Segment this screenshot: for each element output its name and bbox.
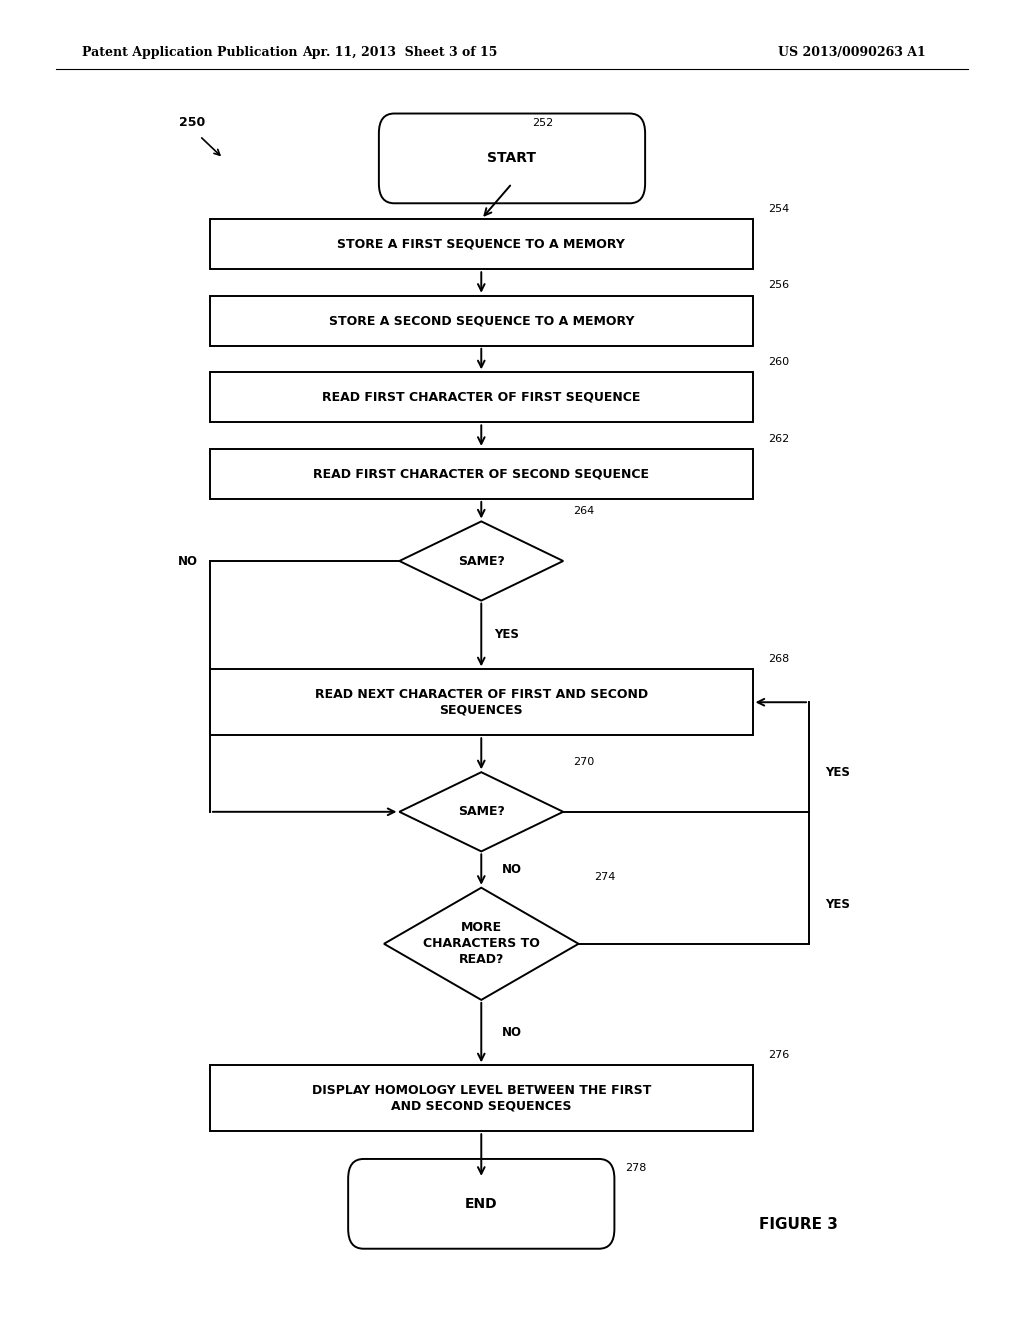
Polygon shape <box>399 772 563 851</box>
Text: NO: NO <box>502 863 522 876</box>
Text: READ FIRST CHARACTER OF FIRST SEQUENCE: READ FIRST CHARACTER OF FIRST SEQUENCE <box>323 391 640 404</box>
FancyBboxPatch shape <box>348 1159 614 1249</box>
Text: NO: NO <box>177 554 198 568</box>
Text: MORE
CHARACTERS TO
READ?: MORE CHARACTERS TO READ? <box>423 921 540 966</box>
Text: 260: 260 <box>768 356 790 367</box>
Text: NO: NO <box>502 1026 522 1039</box>
Text: Apr. 11, 2013  Sheet 3 of 15: Apr. 11, 2013 Sheet 3 of 15 <box>302 46 497 59</box>
Text: 268: 268 <box>768 653 790 664</box>
Text: FIGURE 3: FIGURE 3 <box>759 1217 839 1233</box>
Polygon shape <box>399 521 563 601</box>
Text: 264: 264 <box>573 506 595 516</box>
Text: YES: YES <box>825 898 850 911</box>
Text: 274: 274 <box>594 873 615 883</box>
Text: STORE A SECOND SEQUENCE TO A MEMORY: STORE A SECOND SEQUENCE TO A MEMORY <box>329 314 634 327</box>
Bar <box>210 372 753 422</box>
Text: 278: 278 <box>625 1163 646 1173</box>
Polygon shape <box>384 888 579 1001</box>
Text: YES: YES <box>825 766 850 779</box>
Text: 270: 270 <box>573 756 595 767</box>
Bar <box>210 449 753 499</box>
Text: US 2013/0090263 A1: US 2013/0090263 A1 <box>778 46 926 59</box>
Bar <box>210 296 753 346</box>
Text: 276: 276 <box>768 1049 790 1060</box>
Text: 254: 254 <box>768 203 790 214</box>
Text: READ NEXT CHARACTER OF FIRST AND SECOND
SEQUENCES: READ NEXT CHARACTER OF FIRST AND SECOND … <box>314 688 648 717</box>
Text: STORE A FIRST SEQUENCE TO A MEMORY: STORE A FIRST SEQUENCE TO A MEMORY <box>337 238 626 251</box>
Bar <box>210 219 753 269</box>
Text: 262: 262 <box>768 433 790 444</box>
Text: END: END <box>465 1197 498 1210</box>
Text: SAME?: SAME? <box>458 805 505 818</box>
Text: Patent Application Publication: Patent Application Publication <box>82 46 297 59</box>
Text: 250: 250 <box>179 116 206 129</box>
Text: DISPLAY HOMOLOGY LEVEL BETWEEN THE FIRST
AND SECOND SEQUENCES: DISPLAY HOMOLOGY LEVEL BETWEEN THE FIRST… <box>311 1084 651 1113</box>
Bar <box>210 1065 753 1131</box>
Text: 252: 252 <box>532 117 554 128</box>
Text: 256: 256 <box>768 280 790 290</box>
Text: YES: YES <box>495 628 519 642</box>
Bar <box>210 669 753 735</box>
Text: SAME?: SAME? <box>458 554 505 568</box>
FancyBboxPatch shape <box>379 114 645 203</box>
Text: START: START <box>487 152 537 165</box>
Text: READ FIRST CHARACTER OF SECOND SEQUENCE: READ FIRST CHARACTER OF SECOND SEQUENCE <box>313 467 649 480</box>
